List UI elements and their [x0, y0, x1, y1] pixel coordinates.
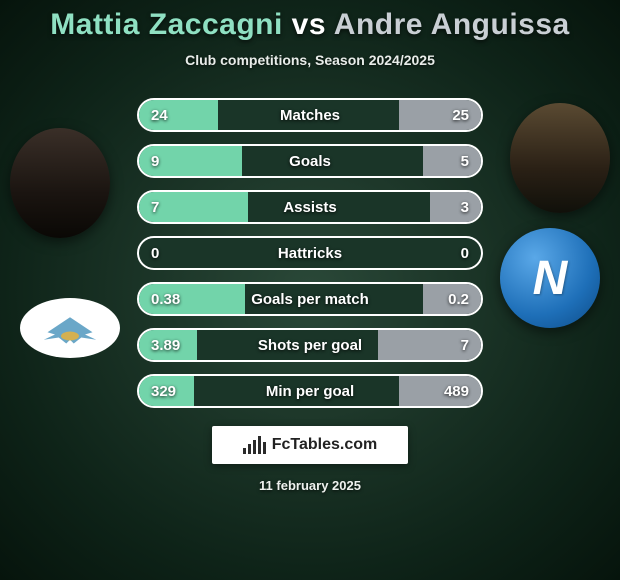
- stat-row: 2425Matches: [137, 98, 483, 132]
- player2-club-badge: N: [500, 228, 600, 328]
- fctables-logo: FcTables.com: [212, 426, 408, 464]
- stat-label: Shots per goal: [139, 337, 481, 354]
- logo-text: FcTables.com: [272, 436, 378, 454]
- logo-bar: [248, 444, 251, 454]
- stat-row: 0.380.2Goals per match: [137, 282, 483, 316]
- infographic-content: Mattia Zaccagni vs Andre Anguissa Club c…: [0, 0, 620, 580]
- stat-row: 00Hattricks: [137, 236, 483, 270]
- player1-name: Mattia Zaccagni: [50, 8, 283, 41]
- avatar-placeholder: [510, 103, 610, 213]
- stat-label: Goals per match: [139, 291, 481, 308]
- vs-text: vs: [292, 8, 326, 41]
- logo-bar: [263, 442, 266, 454]
- stats-area: N 2425Matches 95Goals 73Assists 00Hattricks…: [0, 98, 620, 408]
- comparison-title: Mattia Zaccagni vs Andre Anguissa: [0, 8, 620, 42]
- subtitle: Club competitions, Season 2024/2025: [0, 52, 620, 68]
- player1-club-badge: [20, 298, 120, 358]
- stat-row: 73Assists: [137, 190, 483, 224]
- stat-rows-container: 2425Matches 95Goals 73Assists 00Hattricks 0.…: [137, 98, 483, 408]
- stat-row: 95Goals: [137, 144, 483, 178]
- player2-avatar: [510, 103, 610, 213]
- logo-bar: [253, 440, 256, 454]
- logo-bars-icon: [243, 436, 266, 454]
- stat-row: 329489Min per goal: [137, 374, 483, 408]
- stat-label: Matches: [139, 107, 481, 124]
- stat-label: Goals: [139, 153, 481, 170]
- stat-label: Hattricks: [139, 245, 481, 262]
- lazio-eagle-icon: [30, 306, 110, 351]
- logo-bar: [243, 448, 246, 454]
- date-text: 11 february 2025: [0, 478, 620, 493]
- stat-label: Min per goal: [139, 383, 481, 400]
- avatar-placeholder: [10, 128, 110, 238]
- player1-avatar: [10, 128, 110, 238]
- stat-row: 3.897Shots per goal: [137, 328, 483, 362]
- napoli-n-icon: N: [533, 251, 568, 306]
- stat-label: Assists: [139, 199, 481, 216]
- player2-name: Andre Anguissa: [334, 8, 570, 41]
- logo-bar: [258, 436, 261, 454]
